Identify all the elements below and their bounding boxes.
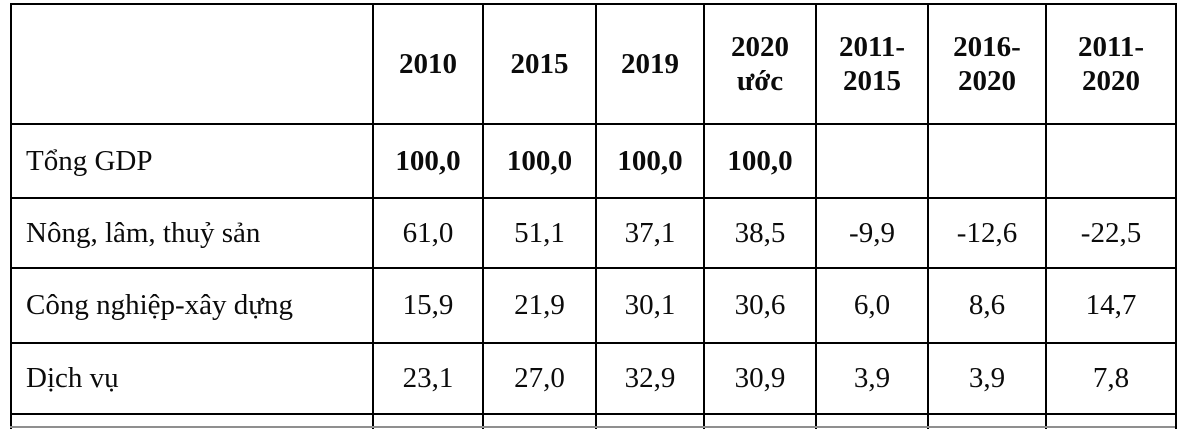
- partial-cell: [815, 413, 929, 429]
- value-cell: 30,9: [703, 342, 817, 415]
- value-cell: 37,1: [595, 197, 705, 269]
- value-cell: 15,9: [372, 267, 484, 344]
- value-cell-empty: [927, 123, 1047, 199]
- value-cell: 6,0: [815, 267, 929, 344]
- gdp-structure-table: 2010 2015 2019 2020 ước 2011- 2015 2016-…: [10, 3, 1177, 429]
- header-cell-2011-2015: 2011- 2015: [815, 3, 929, 125]
- row-label: Dịch vụ: [10, 342, 374, 415]
- partial-cell: [10, 413, 374, 429]
- partial-cell: [372, 413, 484, 429]
- header-cell-2015: 2015: [482, 3, 597, 125]
- row-label: Tổng GDP: [10, 123, 374, 199]
- header-row: 2010 2015 2019 2020 ước 2011- 2015 2016-…: [10, 3, 1177, 125]
- value-cell: 8,6: [927, 267, 1047, 344]
- table-row-tong-gdp: Tổng GDP 100,0 100,0 100,0 100,0: [10, 123, 1177, 199]
- partial-cell: [482, 413, 597, 429]
- partial-cell: [1045, 413, 1177, 429]
- value-cell-empty: [815, 123, 929, 199]
- value-cell: 23,1: [372, 342, 484, 415]
- header-cell-empty: [10, 3, 374, 125]
- partial-cell: [703, 413, 817, 429]
- value-cell: 51,1: [482, 197, 597, 269]
- cutoff-next-row-border: [10, 426, 1175, 428]
- value-cell: 30,6: [703, 267, 817, 344]
- value-cell: 38,5: [703, 197, 817, 269]
- partial-cell: [927, 413, 1047, 429]
- value-cell: 100,0: [372, 123, 484, 199]
- table-row-partial-cutoff: [10, 413, 1177, 429]
- value-cell: 61,0: [372, 197, 484, 269]
- value-cell: -12,6: [927, 197, 1047, 269]
- value-cell: 3,9: [815, 342, 929, 415]
- row-label: Công nghiệp-xây dựng: [10, 267, 374, 344]
- value-cell: 100,0: [703, 123, 817, 199]
- value-cell: 32,9: [595, 342, 705, 415]
- value-cell-empty: [1045, 123, 1177, 199]
- value-cell: 3,9: [927, 342, 1047, 415]
- partial-cell: [595, 413, 705, 429]
- value-cell: 21,9: [482, 267, 597, 344]
- table-row-cong-nghiep-xay-dung: Công nghiệp-xây dựng 15,9 21,9 30,1 30,6…: [10, 267, 1177, 344]
- header-cell-2011-2020: 2011- 2020: [1045, 3, 1177, 125]
- table-row-nong-lam-thuy-san: Nông, lâm, thuỷ sản 61,0 51,1 37,1 38,5 …: [10, 197, 1177, 269]
- row-label: Nông, lâm, thuỷ sản: [10, 197, 374, 269]
- header-cell-2010: 2010: [372, 3, 484, 125]
- header-cell-2019: 2019: [595, 3, 705, 125]
- value-cell: 30,1: [595, 267, 705, 344]
- header-cell-2020-uoc: 2020 ước: [703, 3, 817, 125]
- value-cell: 7,8: [1045, 342, 1177, 415]
- value-cell: 100,0: [482, 123, 597, 199]
- value-cell: 27,0: [482, 342, 597, 415]
- header-cell-2016-2020: 2016- 2020: [927, 3, 1047, 125]
- value-cell: 100,0: [595, 123, 705, 199]
- value-cell: 14,7: [1045, 267, 1177, 344]
- value-cell: -9,9: [815, 197, 929, 269]
- table-row-dich-vu: Dịch vụ 23,1 27,0 32,9 30,9 3,9 3,9 7,8: [10, 342, 1177, 415]
- value-cell: -22,5: [1045, 197, 1177, 269]
